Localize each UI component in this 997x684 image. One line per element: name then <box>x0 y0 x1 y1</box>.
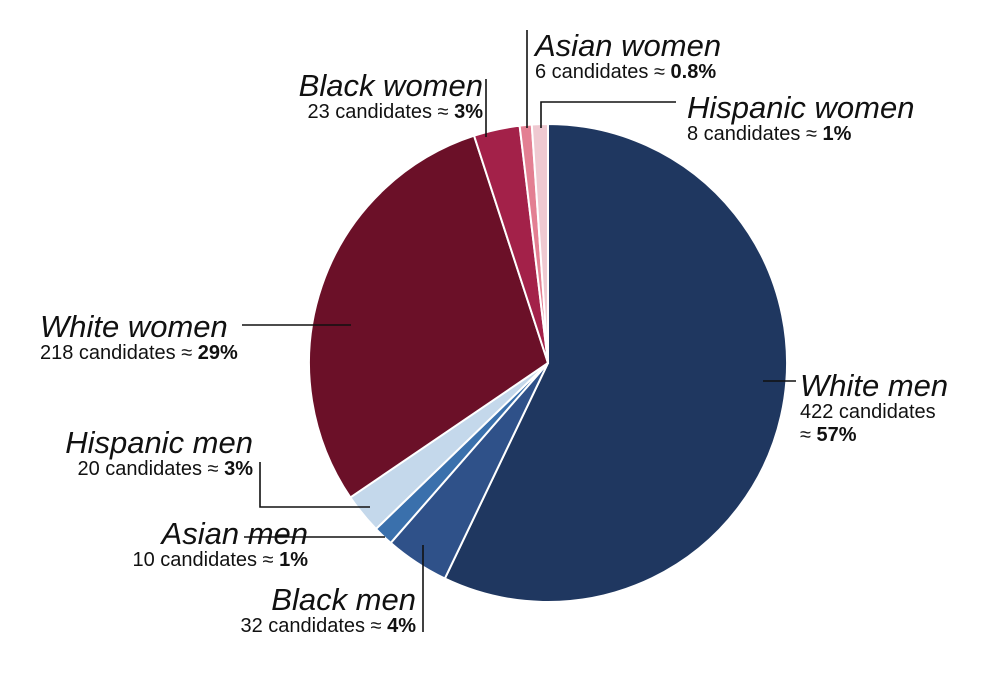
label-white-women: White women 218 candidates ≈ 29% <box>40 311 238 365</box>
slice-name-black-women: Black women <box>298 68 483 103</box>
slice-count-hispanic-women: 8 candidates ≈ 1% <box>687 123 914 146</box>
slice-name-hispanic-men: Hispanic men <box>65 425 253 460</box>
slice-pct-white-women: 29% <box>197 342 238 364</box>
label-black-men: Black men 32 candidates ≈ 4% <box>240 584 416 638</box>
slice-count-hispanic-men: 20 candidates ≈ 3% <box>65 458 253 481</box>
slice-pct-black-men: 4% <box>387 615 416 637</box>
pie-slice-white-women <box>308 134 549 499</box>
slice-name-black-men: Black men <box>271 582 416 617</box>
leader-line-hispanic-women <box>540 101 676 128</box>
leader-lines <box>242 30 796 632</box>
label-hispanic-women: Hispanic women 8 candidates ≈ 1% <box>687 92 914 146</box>
slice-count-white-women: 218 candidates ≈ 29% <box>40 342 238 365</box>
count-text: 10 candidates ≈ <box>132 549 280 571</box>
count-text: 218 candidates ≈ <box>40 342 198 364</box>
slice-count-asian-men: 10 candidates ≈ 1% <box>132 549 308 572</box>
slice-pct-asian-women: 0.8% <box>670 61 717 83</box>
label-black-women: Black women 23 candidates ≈ 3% <box>299 70 483 124</box>
slice-name-asian-men: Asian men <box>161 516 308 551</box>
slice-count-asian-women: 6 candidates ≈ 0.8% <box>535 61 721 84</box>
count-text: 32 candidates ≈ <box>240 615 388 637</box>
label-white-men: White men 422 candidates ≈ 57% <box>800 370 948 447</box>
slice-pct-asian-men: 1% <box>279 549 308 571</box>
leader-line-hispanic-men <box>259 462 370 508</box>
slice-pct-hispanic-women: 1% <box>822 123 852 145</box>
pie-slices <box>308 122 788 603</box>
count-text: 6 candidates ≈ <box>535 61 671 83</box>
slice-count-black-men: 32 candidates ≈ 4% <box>240 615 416 638</box>
count-text: 20 candidates ≈ <box>77 458 225 480</box>
pie-slice-white-men <box>443 123 788 603</box>
slice-pct-hispanic-men: 3% <box>224 458 253 480</box>
label-hispanic-men: Hispanic men 20 candidates ≈ 3% <box>65 427 253 481</box>
slice-name-white-men: White men <box>800 368 949 403</box>
slice-approx-white-men: ≈ 57% <box>800 424 948 447</box>
count-text: 8 candidates ≈ <box>687 123 823 145</box>
slice-name-hispanic-women: Hispanic women <box>687 90 915 125</box>
approx-symbol: ≈ <box>800 424 817 446</box>
label-asian-women: Asian women 6 candidates ≈ 0.8% <box>535 30 721 84</box>
pie-slice-hispanic-women <box>530 122 549 364</box>
slice-pct-white-men: 57% <box>816 424 857 446</box>
slice-name-asian-women: Asian women <box>535 28 722 63</box>
slice-count-white-men: 422 candidates <box>800 401 936 423</box>
slice-pct-black-women: 3% <box>454 101 483 123</box>
count-text: 23 candidates ≈ <box>307 101 455 123</box>
slice-count-black-women: 23 candidates ≈ 3% <box>299 101 483 124</box>
label-asian-men: Asian men 10 candidates ≈ 1% <box>132 518 308 572</box>
slice-name-white-women: White women <box>40 309 228 344</box>
